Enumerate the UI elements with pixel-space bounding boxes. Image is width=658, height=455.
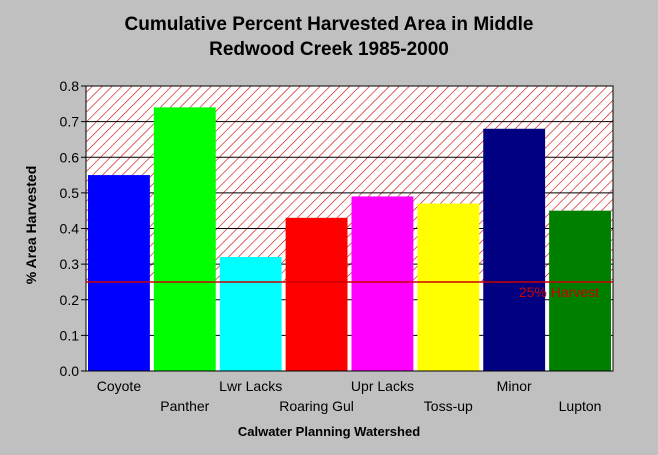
y-tick-label: 0.4	[60, 221, 80, 237]
threshold-label: 25% Harvest	[519, 284, 599, 300]
x-tick-label: Lupton	[559, 398, 602, 414]
x-tick-label: Toss-up	[424, 398, 473, 414]
y-tick-label: 0.3	[60, 256, 80, 272]
y-tick-label: 0.7	[60, 114, 80, 130]
y-tick-label: 0.5	[60, 185, 80, 201]
x-tick-label: Coyote	[97, 378, 142, 394]
bar-minor	[483, 128, 546, 371]
y-tick-label: 0.0	[60, 363, 80, 379]
bar-lwr-lacks	[219, 257, 282, 371]
bar-lupton	[549, 210, 611, 371]
bar-upr-lacks	[351, 196, 414, 371]
bars	[85, 85, 614, 372]
y-tick-label: 0.1	[60, 327, 80, 343]
y-tick-label: 0.8	[60, 78, 80, 94]
bar-panther	[153, 107, 216, 371]
bar-toss-up	[417, 203, 480, 371]
y-axis-ticks: 0.0 0.1 0.2 0.3 0.4 0.5 0.6 0.7 0.8	[60, 78, 86, 379]
x-axis-ticks: Coyote Panther Lwr Lacks Roaring Gul Upr Lac…	[97, 378, 602, 414]
threshold-group: 25% Harvest	[86, 281, 613, 300]
x-tick-label: Panther	[160, 398, 209, 414]
y-axis-label: % Area Harvested	[23, 165, 39, 285]
bar-coyote	[88, 175, 150, 371]
x-tick-label: Upr Lacks	[351, 378, 414, 394]
x-tick-label: Roaring Gul	[279, 398, 354, 414]
bar-roaring-gul	[285, 217, 348, 371]
y-tick-label: 0.6	[60, 149, 80, 165]
x-tick-label: Minor	[497, 378, 532, 394]
x-axis-label: Calwater Planning Watershed	[237, 424, 421, 439]
chart-title-line-2: Redwood Creek 1985-2000	[209, 39, 449, 60]
y-tick-label: 0.2	[60, 292, 80, 308]
chart-title-line-1: Cumulative Percent Harvested Area in Mid…	[124, 14, 534, 35]
x-tick-label: Lwr Lacks	[219, 378, 282, 394]
